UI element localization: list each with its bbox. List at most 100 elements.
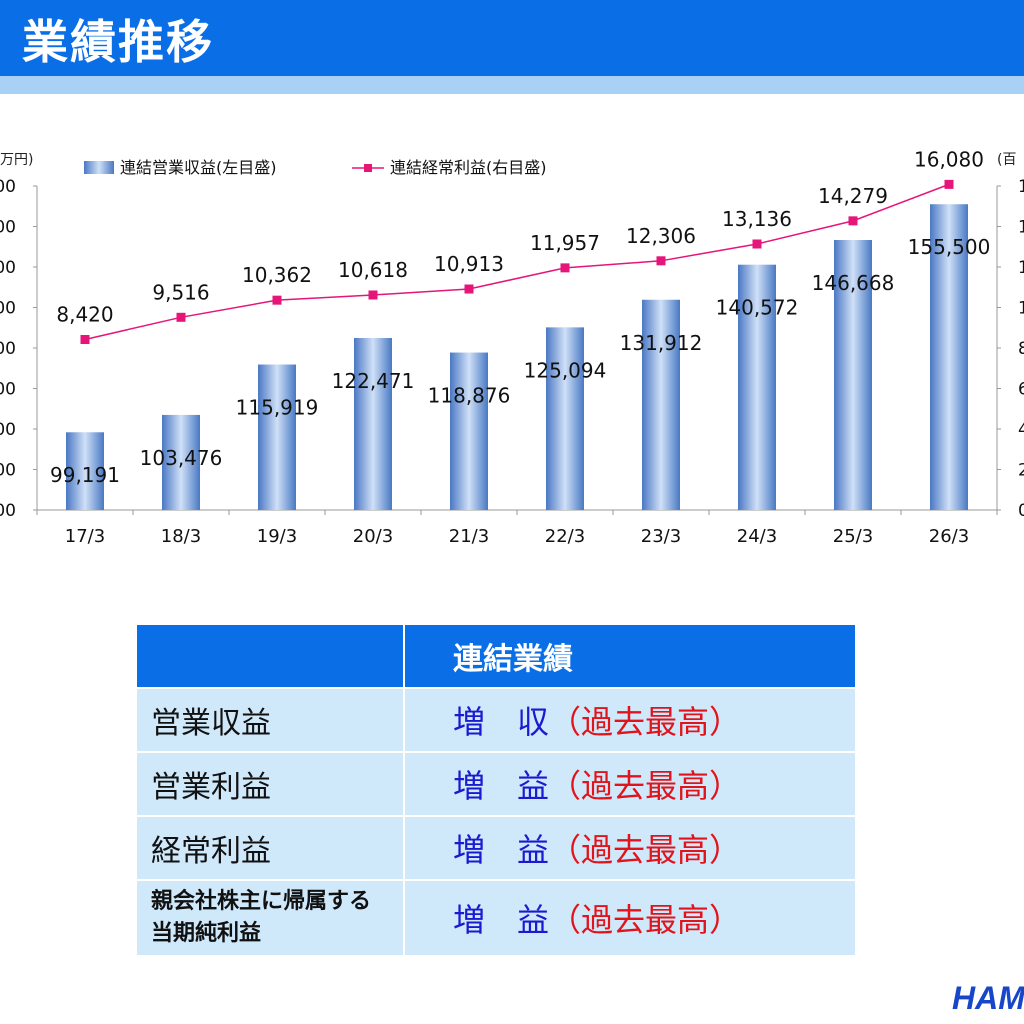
revenue-bar <box>738 264 776 510</box>
right-tick-label: 1 <box>1018 258 1024 278</box>
profit-label: 10,618 <box>338 258 408 282</box>
revenue-bar-label: 131,912 <box>620 331 703 355</box>
results-table: 連結業績 営業収益 増 収（過去最高） 営業利益 増 益（過去最高） 経常利益 … <box>135 623 857 957</box>
table-header-blank <box>135 623 405 689</box>
profit-point <box>656 256 666 266</box>
revenue-bar <box>162 414 200 510</box>
revenue-bar <box>258 364 296 510</box>
row-value: 増 益（過去最高） <box>403 879 857 957</box>
chart-legend: 連結営業収益(左目盛) 連結経常利益(右目盛) <box>84 158 547 177</box>
x-tick-label: 26/3 <box>929 526 969 547</box>
row-label-line-1: 親会社株主に帰属する当期純利益 <box>151 889 372 946</box>
legend-bar-label: 連結営業収益(左目盛) <box>120 158 277 177</box>
revenue-bar <box>930 204 968 510</box>
right-tick-label: 4 <box>1018 420 1024 440</box>
left-tick-label: 00 <box>0 420 16 440</box>
right-tick-label: 1 <box>1018 218 1024 238</box>
profit-label: 12,306 <box>626 224 696 248</box>
x-tick-label: 23/3 <box>641 526 681 547</box>
profit-line <box>84 183 950 341</box>
row-value: 増 益（過去最高） <box>403 815 857 881</box>
right-tick-label: 0 <box>1018 501 1024 521</box>
revenue-bar <box>450 352 488 510</box>
profit-label: 16,080 <box>914 147 984 171</box>
profit-point <box>848 216 858 226</box>
profit-label: 8,420 <box>56 302 113 326</box>
x-tick-label: 17/3 <box>65 526 105 547</box>
change-text: 増 益 <box>453 767 550 805</box>
left-tick-label: 00 <box>0 218 16 238</box>
revenue-bar-label: 140,572 <box>716 296 799 320</box>
profit-point <box>80 334 90 344</box>
company-logo: HAM <box>952 980 1024 1016</box>
header-stripe <box>0 76 1024 94</box>
profit-point <box>560 263 570 273</box>
x-tick-label: 22/3 <box>545 526 585 547</box>
record-text: （過去最高） <box>549 703 742 741</box>
legend-bar-swatch <box>84 161 114 174</box>
x-tick-label: 18/3 <box>161 526 201 547</box>
record-text: （過去最高） <box>549 767 742 805</box>
bar-value-labels: 99,191 103,476 115,919 122,471 118,876 125,09… <box>50 235 990 487</box>
profit-point <box>464 284 474 294</box>
left-tick-label: 00 <box>0 461 16 481</box>
change-text: 増 益 <box>453 901 550 939</box>
revenue-bar-label: 118,876 <box>428 384 511 408</box>
x-tick-label: 24/3 <box>737 526 777 547</box>
table-row: 営業収益 増 収（過去最高） <box>135 687 857 753</box>
right-axis-unit: (百 <box>997 152 1016 168</box>
profit-label: 11,957 <box>530 231 600 255</box>
left-tick-label: 00 <box>0 380 16 400</box>
revenue-bar-label: 103,476 <box>140 446 223 470</box>
legend-line-label: 連結経常利益(右目盛) <box>390 158 547 177</box>
line-series <box>80 179 954 344</box>
right-tick-label: 1 <box>1018 177 1024 197</box>
left-tick-label: 00 <box>0 339 16 359</box>
revenue-bar <box>834 239 872 510</box>
left-tick-label: 00 <box>0 258 16 278</box>
table-row: 親会社株主に帰属する当期純利益 増 益（過去最高） <box>135 879 857 957</box>
legend-line-marker <box>364 164 372 172</box>
right-tick-label: 8 <box>1018 339 1024 359</box>
revenue-bar-label: 155,500 <box>908 235 991 259</box>
change-text: 増 益 <box>453 831 550 869</box>
revenue-bar <box>66 432 104 510</box>
header-bar: 業績推移 <box>0 0 1024 76</box>
row-label: 営業収益 <box>135 687 405 753</box>
left-axis-ticks: 00 00 00 00 00 00 00 00 00 <box>0 177 37 521</box>
profit-point <box>944 179 954 189</box>
profit-label: 13,136 <box>722 207 792 231</box>
profit-label: 14,279 <box>818 184 888 208</box>
revenue-bar-label: 99,191 <box>50 463 120 487</box>
revenue-bar-label: 115,919 <box>236 396 319 420</box>
table-header-title: 連結業績 <box>403 623 857 689</box>
right-tick-label: 6 <box>1018 380 1024 400</box>
revenue-bar-label: 125,094 <box>524 358 607 382</box>
left-tick-label: 00 <box>0 299 16 319</box>
table-header-row: 連結業績 <box>135 623 857 689</box>
revenue-bar <box>354 337 392 510</box>
left-tick-label: 00 <box>0 177 16 197</box>
profit-label: 10,913 <box>434 252 504 276</box>
revenue-bar-label: 146,668 <box>812 271 895 295</box>
record-text: （過去最高） <box>549 831 742 869</box>
bar-series <box>66 204 968 510</box>
x-axis-ticks: 17/3 18/3 19/3 20/3 21/3 22/3 23/3 24/3 25/3 26/3 <box>36 510 998 547</box>
profit-point <box>752 239 762 249</box>
row-value: 増 益（過去最高） <box>403 751 857 817</box>
left-tick-label: 00 <box>0 501 16 521</box>
line-value-labels: 8,420 9,516 10,362 10,618 10,913 11,957 12,306… <box>56 147 984 326</box>
x-tick-label: 25/3 <box>833 526 873 547</box>
right-axis-ticks: 0 2 4 6 8 1 1 1 1 <box>997 177 1024 521</box>
x-tick-label: 21/3 <box>449 526 489 547</box>
profit-label: 9,516 <box>152 280 209 304</box>
revenue-bar <box>546 327 584 510</box>
profit-point <box>176 312 186 322</box>
right-tick-label: 1 <box>1018 299 1024 319</box>
table-row: 経常利益 増 益（過去最高） <box>135 815 857 881</box>
page-title: 業績推移 <box>22 15 214 69</box>
right-tick-label: 2 <box>1018 461 1024 481</box>
change-text: 増 収 <box>453 703 550 741</box>
revenue-bar-label: 122,471 <box>332 369 415 393</box>
